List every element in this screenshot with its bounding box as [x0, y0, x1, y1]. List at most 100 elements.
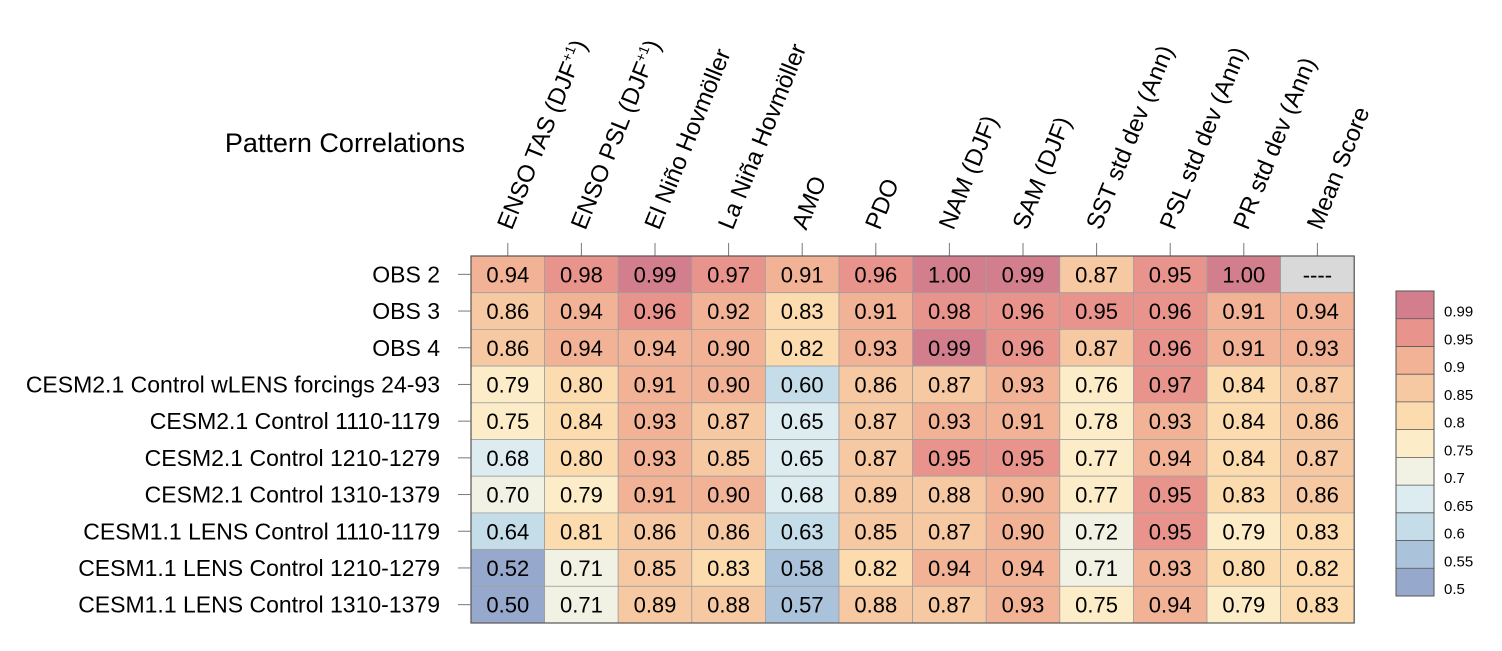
- heatmap-cell: [985, 475, 1061, 514]
- cell-value-label: 0.71: [1075, 556, 1118, 581]
- heatmap-cell: [1206, 549, 1281, 587]
- colorbar-label: 0.9: [1444, 359, 1465, 376]
- colorbar-label: 0.6: [1444, 526, 1465, 543]
- heatmap-cell: [985, 255, 1061, 294]
- cell-value-label: 0.97: [1149, 372, 1192, 397]
- heatmap-cell: [1280, 585, 1355, 624]
- colorbar-label: 0.95: [1444, 331, 1473, 348]
- colorbar-label: 0.85: [1444, 387, 1473, 404]
- cell-value-label: 0.79: [560, 483, 603, 508]
- cell-value-label: 0.86: [634, 519, 677, 544]
- row-label: OBS 2: [372, 261, 440, 287]
- cell-value-label: 0.87: [1296, 446, 1339, 471]
- heatmap-cell: [1206, 439, 1281, 477]
- cell-value-label: 0.85: [854, 519, 897, 544]
- cell-value-label: 0.68: [486, 446, 529, 471]
- row-labels: OBS 2 OBS 3 OBS 4 CESM2.1 Control wLENS for…: [26, 261, 471, 618]
- heatmap-cell: [1059, 328, 1134, 367]
- heatmap-cell: [470, 439, 545, 477]
- heatmap-cell: [765, 585, 840, 624]
- cell-value-label: 0.79: [486, 372, 529, 397]
- heatmap-cell: [470, 365, 545, 404]
- cell-value-label: 0.87: [1075, 336, 1118, 361]
- colorbar-swatch: [1396, 291, 1434, 319]
- column-labels: ENSO TAS (DJF+1)ENSO PSL (DJF+1)El Niño …: [492, 36, 1376, 256]
- cell-value-label: 0.71: [560, 593, 603, 618]
- heatmap-cell: [544, 549, 619, 587]
- cell-value-label: 0.79: [1222, 519, 1265, 544]
- cell-value-label: 0.96: [854, 262, 897, 287]
- colorbar-label: 0.65: [1444, 498, 1473, 515]
- cell-value-label: 0.94: [1149, 446, 1192, 471]
- cell-value-label: 0.90: [1002, 519, 1045, 544]
- cell-value-label: 0.99: [634, 262, 677, 287]
- heatmap-cell: [838, 475, 913, 514]
- heatmap-cell: [1206, 585, 1281, 624]
- cell-value-label: 0.99: [1002, 262, 1045, 287]
- heatmap-cell: [1133, 585, 1208, 624]
- heatmap-cell: [838, 549, 913, 587]
- cell-value-label: 0.91: [854, 299, 897, 324]
- colorbar-swatch: [1396, 374, 1434, 402]
- heatmap-cell: [544, 475, 619, 514]
- heatmap-cell: [838, 365, 913, 404]
- heatmap-cell: [985, 549, 1061, 587]
- column-label: NAM (DJF): [934, 112, 1004, 233]
- heatmap-cell: [838, 512, 913, 551]
- cell-value-label: 0.50: [486, 593, 529, 618]
- heatmap-cell: [912, 512, 987, 551]
- heatmap-cell: [1059, 255, 1134, 294]
- colorbar-swatch: [1396, 485, 1434, 513]
- cell-value-label: 0.86: [707, 519, 750, 544]
- cell-value-label: 0.60: [781, 372, 824, 397]
- cell-value-label: 0.77: [1075, 483, 1118, 508]
- heatmap-cell: [765, 439, 840, 477]
- cell-value-label: 0.93: [634, 446, 677, 471]
- cell-value-label: 0.85: [707, 446, 750, 471]
- row-label: CESM1.1 LENS Control 1210-1279: [78, 555, 440, 581]
- cell-value-label: 0.93: [854, 336, 897, 361]
- colorbar-swatch: [1396, 401, 1434, 430]
- colorbar-swatch: [1396, 512, 1434, 541]
- cell-value-label: 0.95: [1149, 262, 1192, 287]
- heatmap-cell: [912, 328, 987, 367]
- cell-value-label: 0.78: [1075, 409, 1118, 434]
- cell-value-label: 0.91: [781, 262, 824, 287]
- colorbar-label: 0.55: [1444, 553, 1473, 570]
- cell-value-label: 0.84: [1222, 409, 1265, 434]
- cell-value-label: 1.00: [1222, 262, 1265, 287]
- cell-value-label: 0.99: [928, 336, 971, 361]
- heatmap-cell: [838, 292, 913, 330]
- cell-value-label: 0.88: [854, 593, 897, 618]
- heatmap-cell: [1206, 512, 1281, 551]
- cell-value-label: 0.93: [1002, 593, 1045, 618]
- column-label: Mean Score: [1302, 103, 1376, 233]
- cell-value-label: 0.93: [634, 409, 677, 434]
- cell-value-label: 0.95: [1075, 299, 1118, 324]
- heatmap-cell: [1280, 255, 1355, 294]
- heatmap-cell: [1206, 402, 1281, 440]
- heatmap-cell: [617, 255, 693, 294]
- cell-value-label: 0.65: [781, 409, 824, 434]
- heatmap-cell: [1059, 512, 1134, 551]
- cell-value-label: 0.91: [634, 372, 677, 397]
- heatmap-cell: [985, 365, 1061, 404]
- cell-value-label: 0.98: [928, 299, 971, 324]
- heatmap-cell: [1133, 402, 1208, 440]
- cell-value-label: 0.86: [1296, 409, 1339, 434]
- row-label: OBS 3: [372, 298, 440, 324]
- grid-border: [470, 255, 1355, 624]
- heatmap-cell: [1206, 255, 1281, 294]
- heatmap-cell: [838, 585, 913, 624]
- heatmap-cell: [765, 255, 840, 294]
- cell-value-label: 0.87: [854, 446, 897, 471]
- cell-value-label: 0.76: [1075, 372, 1118, 397]
- cell-value-label: 0.95: [1002, 446, 1045, 471]
- cell-value-label: 0.91: [634, 483, 677, 508]
- cell-value-label: 0.94: [560, 336, 603, 361]
- cell-value-label: 0.96: [1002, 336, 1045, 361]
- cell-value-label: 0.86: [486, 336, 529, 361]
- cell-value-label: 0.93: [1149, 556, 1192, 581]
- row-label: CESM2.1 Control 1110-1179: [150, 408, 440, 434]
